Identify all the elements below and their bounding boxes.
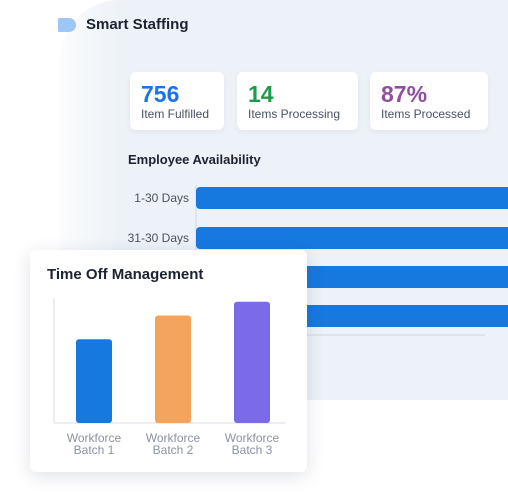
time-off-title: Time Off Management [47,266,204,283]
stat-card-processing: 14 Items Processing [237,72,358,130]
availability-chart-title: Employee Availability [128,152,261,167]
stat-value: 756 [141,81,180,107]
stat-value: 87% [381,81,428,107]
availability-category-label: 31-30 Days [128,231,189,245]
stat-label: Items Processed [381,107,471,121]
stat-label: Items Processing [248,107,341,121]
stat-card-fulfilled: 756 Item Fulfilled [130,72,224,130]
time-off-category-label: Batch 1 [74,443,115,457]
time-off-card: Time Off Management Workforce Batch 1 Work… [30,250,307,472]
time-off-category-label: Workforce [67,431,122,445]
stat-value: 14 [248,81,274,107]
brand-logo-icon [58,17,76,32]
time-off-bar [234,301,270,423]
brand: Smart Staffing [58,16,189,33]
time-off-category-label: Batch 3 [232,443,273,457]
brand-title: Smart Staffing [86,16,189,33]
time-off-category-label: Workforce [146,431,201,445]
availability-bar [196,227,508,249]
time-off-category-label: Workforce [225,431,280,445]
availability-bar [196,187,508,209]
stat-card-processed: 87% Items Processed [370,72,488,130]
stat-label: Item Fulfilled [141,107,210,121]
time-off-bar [76,339,112,423]
time-off-category-label: Batch 2 [153,443,194,457]
availability-category-label: 1-30 Days [134,191,189,205]
time-off-bar [155,315,191,423]
